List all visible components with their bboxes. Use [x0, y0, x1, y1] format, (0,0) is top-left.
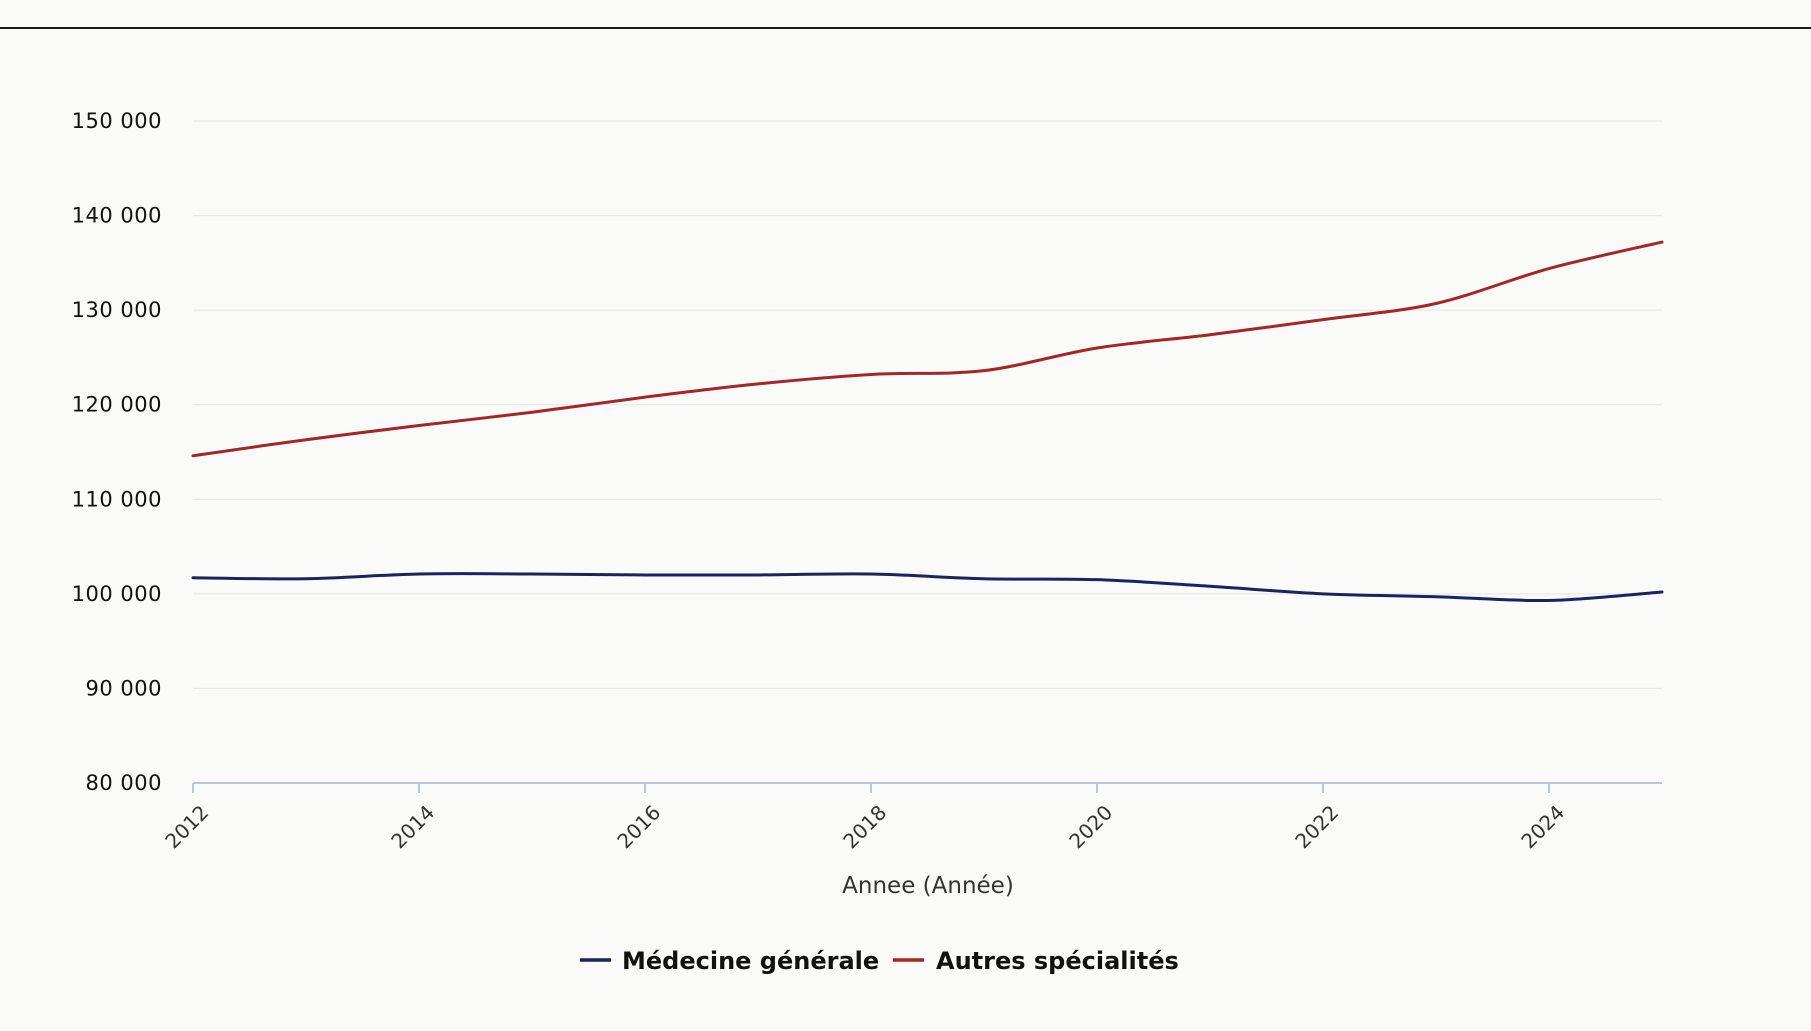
y-tick-label: 100 000	[72, 582, 162, 606]
x-tick-label: 2020	[1064, 800, 1117, 853]
x-axis-ticks: 2012 2014 2016 2018 2020 2022 2024	[160, 783, 1569, 853]
legend-item-autres-specialites[interactable]: Autres spécialités	[893, 947, 1179, 975]
y-tick-label: 130 000	[72, 298, 162, 322]
grid-lines	[193, 120, 1662, 689]
legend-item-medecine-generale[interactable]: Médecine générale	[580, 947, 879, 975]
x-tick-label: 2012	[160, 800, 213, 853]
legend: Médecine générale Autres spécialités	[580, 947, 1179, 975]
y-tick-label: 150 000	[72, 109, 162, 133]
series-line-medecine-generale[interactable]	[191, 572, 1664, 603]
x-tick-label: 2024	[1516, 800, 1569, 853]
y-tick-label: 120 000	[72, 393, 162, 417]
x-tick-label: 2022	[1290, 800, 1343, 853]
x-tick-label: 2018	[838, 800, 891, 853]
y-tick-label: 90 000	[86, 676, 162, 700]
legend-label: Autres spécialités	[936, 947, 1179, 975]
y-tick-label: 80 000	[86, 771, 162, 795]
y-axis-ticks: 80 000 90 000 100 000 110 000 120 000 130 000…	[72, 109, 162, 795]
series-line-autres-specialites[interactable]	[191, 240, 1664, 458]
legend-label: Médecine générale	[622, 947, 879, 975]
y-tick-label: 140 000	[72, 204, 162, 228]
x-axis-title: Annee (Année)	[842, 873, 1014, 899]
x-tick-label: 2016	[612, 800, 665, 853]
series-lines	[191, 240, 1664, 603]
x-tick-label: 2014	[386, 800, 439, 853]
y-tick-label: 110 000	[72, 487, 162, 511]
top-divider	[0, 27, 1811, 29]
